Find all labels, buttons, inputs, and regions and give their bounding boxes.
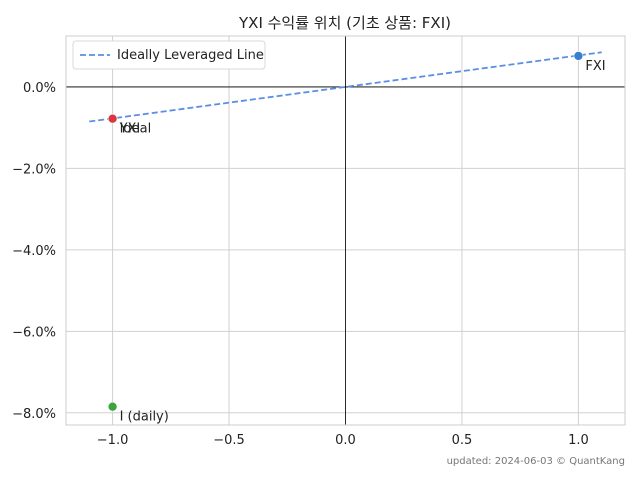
legend-box: [72, 40, 266, 70]
chart-title: YXI 수익률 위치 (기초 상품: FXI): [238, 14, 451, 32]
y-tick-label-0: 0.0%: [23, 81, 56, 96]
plot-area: −1.0 −0.5 0.0 0.5 1.0 0.0% −2.0% −4.0% −6.0% −8.0…: [12, 35, 626, 448]
x-tick-label-3: 0.5: [452, 433, 473, 448]
y-tick-label-4: −8.0%: [12, 407, 56, 422]
x-tick-label-1: −0.5: [213, 433, 245, 448]
point-label-fxi: FXI: [585, 59, 605, 74]
x-tick-label-4: 1.0: [568, 433, 589, 448]
ideal-leveraged-line: [89, 51, 602, 123]
y-tick-label-2: −4.0%: [12, 244, 56, 259]
legend: Ideally Leveraged Line: [72, 40, 266, 70]
point-label-yxi: YXI: [119, 122, 141, 137]
footer-credit: updated: 2024-06-03 © QuantKang: [447, 456, 625, 467]
point-i-daily: [107, 401, 118, 412]
x-tick-label-0: −1.0: [97, 433, 129, 448]
y-tick-label-1: −2.0%: [12, 162, 56, 177]
point-label-i-daily: I (daily): [120, 410, 169, 425]
plot-frame: [65, 35, 626, 426]
legend-label: Ideally Leveraged Line: [117, 48, 264, 63]
y-tick-label-3: −6.0%: [12, 325, 56, 340]
point-fxi: [573, 51, 584, 61]
point-yxi: [107, 113, 118, 124]
x-tick-label-2: 0.0: [335, 433, 356, 448]
point-label-ideal: Ideal: [120, 122, 152, 137]
